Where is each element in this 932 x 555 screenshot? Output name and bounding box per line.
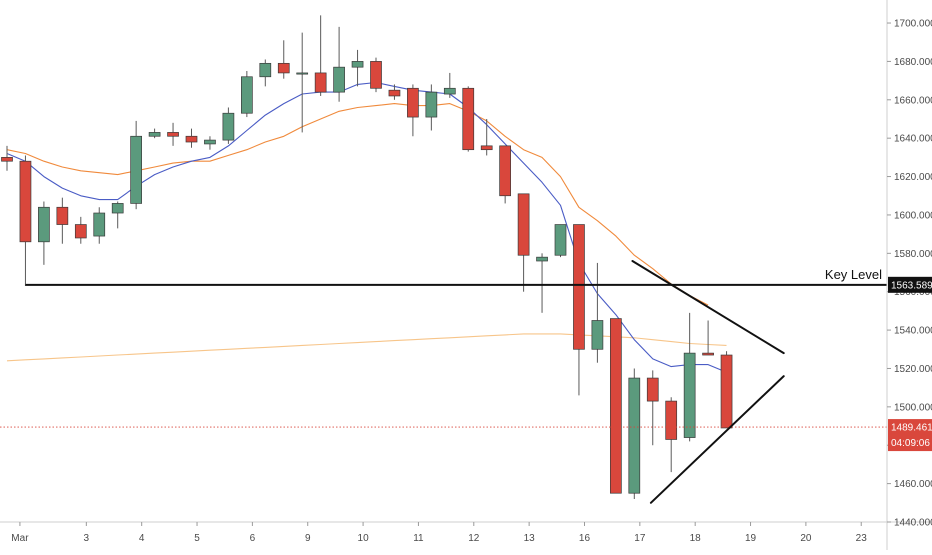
key-level-label: Key Level [825, 267, 882, 282]
x-tick-label: 5 [194, 533, 200, 544]
candle-up [38, 206, 50, 243]
x-tick-label: 6 [250, 533, 256, 544]
candle-down [1, 157, 13, 162]
candle-up [351, 61, 364, 68]
candle-up [259, 62, 272, 78]
ma-slow-line [6, 103, 709, 306]
candle-up [425, 91, 438, 118]
x-tick-label: 20 [800, 533, 812, 544]
candle-up [93, 212, 106, 237]
y-tick-label: 1580.000 [894, 249, 932, 260]
x-tick-label: 13 [524, 533, 536, 544]
candle-up [443, 87, 456, 95]
x-tick-label: 11 [413, 533, 424, 544]
candle-down [665, 400, 678, 440]
candle-down [609, 318, 622, 494]
candle-down [573, 224, 585, 350]
candles [1, 15, 733, 499]
x-tick-label: 4 [139, 533, 145, 544]
x-tick-label: 17 [634, 533, 646, 544]
candle-down [314, 72, 327, 93]
x-tick-label: Mar [11, 533, 29, 544]
x-tick-label: 18 [690, 533, 702, 544]
candle-up [683, 352, 696, 438]
candle-down [19, 160, 32, 243]
candle-down [407, 87, 419, 118]
candle-up [554, 224, 567, 256]
candle-up [204, 139, 216, 145]
y-tick-label: 1620.000 [894, 172, 932, 183]
candle-up [628, 377, 641, 494]
candle-down [517, 193, 530, 256]
x-tick-label: 3 [84, 533, 90, 544]
y-tick-label: 1640.000 [894, 134, 932, 145]
y-tick-label: 1440.000 [894, 518, 932, 529]
current-price-label: 1489.461 [891, 423, 932, 434]
key-level-price-tag [888, 276, 932, 293]
y-tick-label: 1700.000 [894, 19, 932, 30]
moving-averages [6, 81, 727, 373]
candle-up [222, 112, 235, 141]
triangle-lower-line [649, 375, 785, 504]
y-tick-label: 1520.000 [894, 364, 932, 375]
candle-down [185, 135, 198, 143]
x-tick-label: 16 [579, 533, 591, 544]
x-tick-label: 9 [305, 533, 311, 544]
candle-down [74, 224, 87, 239]
candle-up [591, 320, 604, 350]
triangle-upper-line [631, 260, 785, 355]
candle-up [241, 76, 253, 114]
candle-down [388, 89, 401, 97]
drawings: Key Level [0, 260, 887, 504]
candle-up [148, 132, 161, 137]
y-tick-label: 1460.000 [894, 479, 932, 490]
candle-down [370, 61, 382, 89]
candle-up [333, 66, 345, 93]
candle-down [499, 145, 511, 197]
candle-down [167, 132, 179, 137]
y-tick-label: 1540.000 [894, 326, 932, 337]
candle-down [646, 377, 659, 402]
countdown-label: 04:09:06 [891, 438, 930, 449]
y-tick-label: 1660.000 [894, 95, 932, 106]
x-tick-label: 12 [468, 533, 480, 544]
current-price-tag [888, 419, 932, 452]
candle-up [296, 72, 309, 75]
y-tick-label: 1500.000 [894, 402, 932, 413]
y-tick-label: 1680.000 [894, 57, 932, 68]
key-level-price-label: 1563.589 [891, 280, 932, 291]
y-tick-label: 1600.000 [894, 210, 932, 221]
candle-up [130, 135, 142, 204]
ma-fast-line [6, 81, 727, 373]
x-tick-label: 23 [856, 533, 868, 544]
x-tick-label: 19 [745, 533, 757, 544]
candle-up [536, 256, 548, 262]
candle-down [720, 354, 733, 429]
candle-down [462, 87, 475, 151]
candle-down [277, 62, 290, 74]
x-tick-label: 10 [358, 533, 370, 544]
candle-down [702, 352, 714, 356]
candle-down [480, 145, 493, 151]
candle-down [56, 206, 69, 225]
candle-up [111, 203, 124, 214]
ma-long-line [6, 333, 727, 362]
